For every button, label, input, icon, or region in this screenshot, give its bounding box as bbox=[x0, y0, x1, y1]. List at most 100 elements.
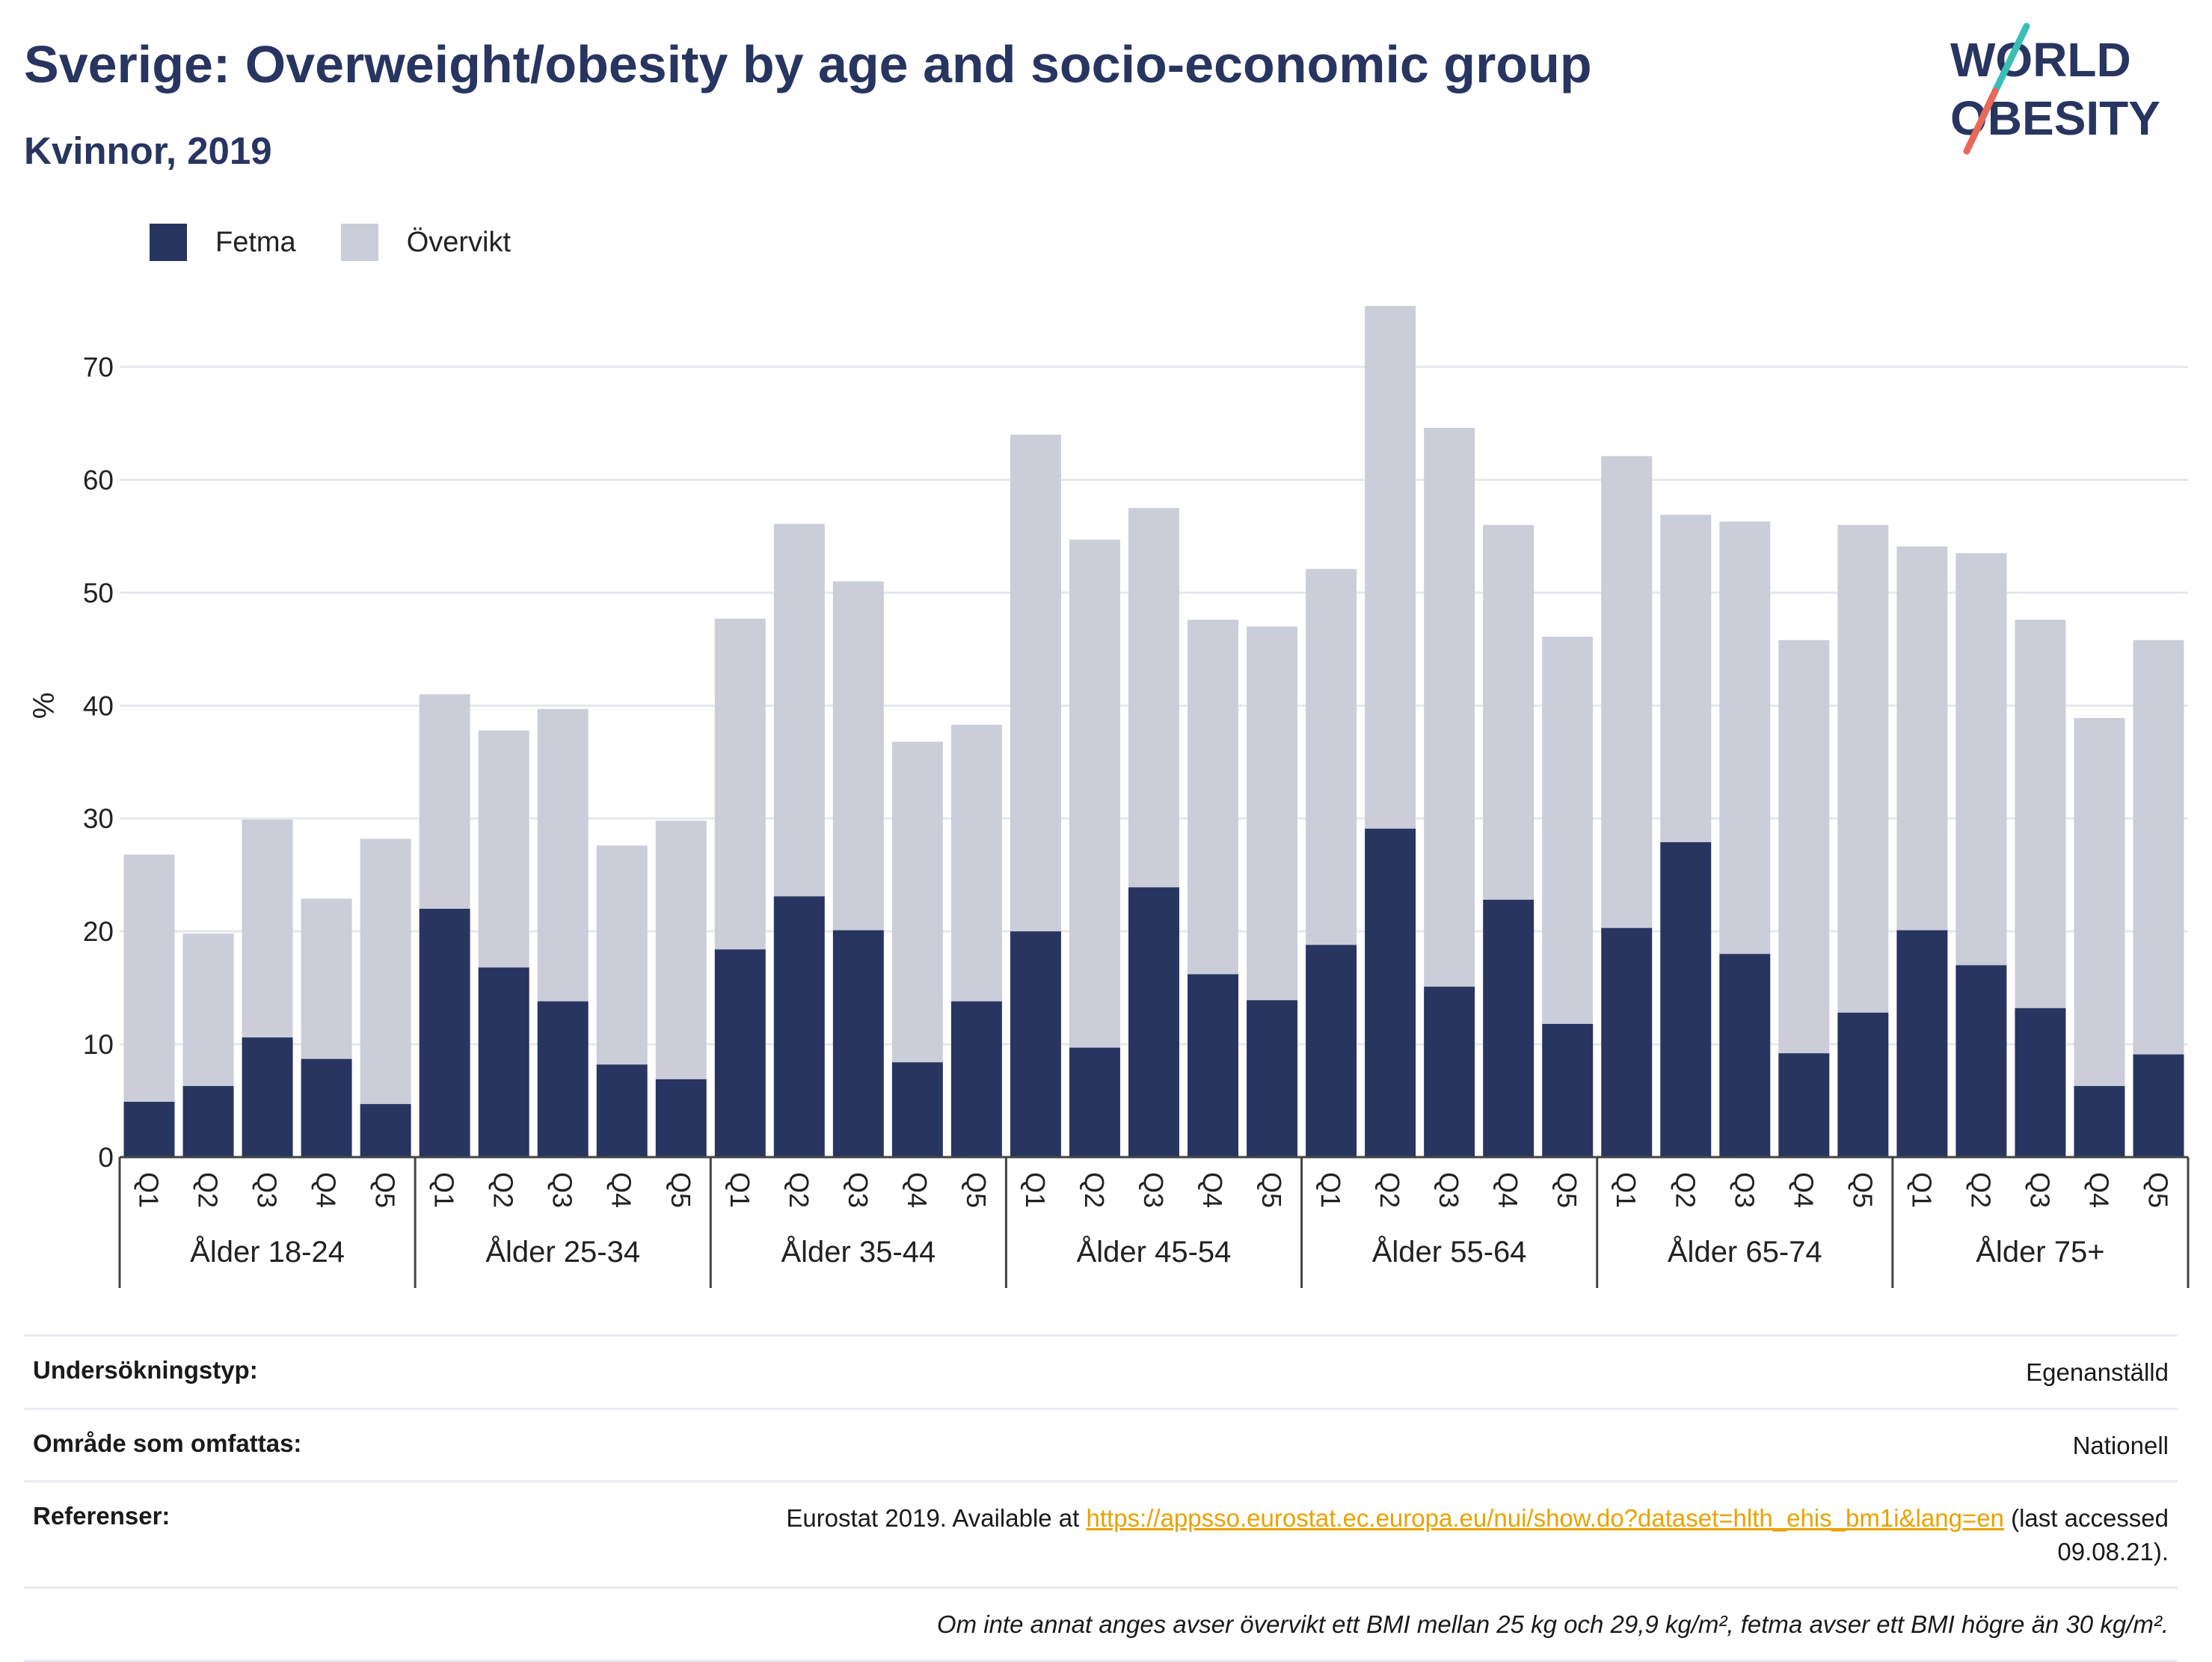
y-axis-label: % bbox=[28, 693, 61, 720]
bar-fetma bbox=[1424, 987, 1475, 1157]
group-label: Ålder 35-44 bbox=[781, 1235, 936, 1269]
meta-row-references: Referenser: Eurostat 2019. Available at … bbox=[24, 1480, 2178, 1586]
x-tick-label: Q5 bbox=[1552, 1172, 1582, 1208]
bar-fetma bbox=[832, 930, 884, 1157]
x-tick-label: Q3 bbox=[1138, 1172, 1169, 1208]
chart-title: Sverige: Overweight/obesity by age and s… bbox=[24, 35, 1592, 93]
x-tick-label: Q1 bbox=[429, 1172, 460, 1208]
meta-row-survey-type: Undersökningstyp: Egenanställd bbox=[24, 1334, 2178, 1408]
bar-fetma bbox=[1956, 965, 2007, 1157]
x-tick-label: Q4 bbox=[902, 1172, 933, 1208]
bar-fetma bbox=[1365, 828, 1416, 1157]
bar-overvikt bbox=[2015, 619, 2066, 1008]
legend-item-overvikt[interactable]: Övervikt bbox=[340, 224, 511, 261]
y-tick-label: 50 bbox=[83, 577, 114, 608]
bar-fetma bbox=[478, 967, 529, 1157]
world-obesity-logo: WORLD OBESITY bbox=[1950, 22, 2160, 155]
bar-overvikt bbox=[832, 581, 884, 930]
bar-chart: % 0 10 20 30 40 50 60 70 Q1 Q2 Q3 Q4 Q5 Ålder 18-24 Q1 Q… bbox=[28, 306, 2190, 1288]
bar-overvikt bbox=[950, 724, 1002, 1002]
y-tick-label: 10 bbox=[83, 1029, 114, 1060]
bar-overvikt bbox=[1306, 568, 1357, 945]
x-tick-label: Q3 bbox=[2024, 1172, 2055, 1208]
reference-prefix: Eurostat 2019. Available at bbox=[786, 1504, 1087, 1533]
y-tick-label: 30 bbox=[83, 803, 114, 834]
bar-fetma bbox=[360, 1104, 411, 1157]
bar-fetma bbox=[419, 908, 470, 1157]
logo-line1: WORLD bbox=[1950, 33, 2131, 87]
bar-fetma bbox=[1896, 930, 1948, 1157]
y-tick-label: 0 bbox=[98, 1142, 114, 1173]
reference-suffix: (last accessed 09.08.21). bbox=[2003, 1504, 2169, 1566]
bar-fetma bbox=[891, 1062, 943, 1157]
x-tick-label: Q5 bbox=[1847, 1172, 1878, 1208]
bar-fetma bbox=[2074, 1085, 2125, 1157]
meta-key-survey-type: Undersökningstyp: bbox=[33, 1356, 258, 1384]
bar-overvikt bbox=[1247, 626, 1298, 1001]
x-tick-label: Q1 bbox=[725, 1172, 755, 1208]
x-tick-label: Q2 bbox=[1374, 1172, 1405, 1208]
bar-overvikt bbox=[1365, 306, 1416, 829]
metadata-table: Undersökningstyp: Egenanställd Område so… bbox=[24, 1334, 2178, 1662]
group-label: Ålder 45-54 bbox=[1077, 1235, 1232, 1269]
x-tick-label: Q1 bbox=[134, 1172, 165, 1208]
bar-overvikt bbox=[1424, 428, 1475, 987]
legend-item-fetma[interactable]: Fetma bbox=[150, 224, 296, 261]
y-tick-label: 60 bbox=[83, 464, 114, 495]
y-tick-label: 20 bbox=[83, 916, 114, 947]
bar-fetma bbox=[1010, 931, 1061, 1157]
legend-swatch-overvikt bbox=[340, 224, 378, 261]
bar-overvikt bbox=[1128, 508, 1179, 888]
x-tick-label: Q2 bbox=[1965, 1172, 1996, 1208]
x-tick-label: Q3 bbox=[1729, 1172, 1760, 1208]
bar-overvikt bbox=[1896, 546, 1948, 930]
bar-fetma bbox=[123, 1102, 175, 1157]
bar-overvikt bbox=[1188, 619, 1239, 975]
y-tick-label: 40 bbox=[83, 690, 114, 721]
chart-subtitle: Kvinnor, 2019 bbox=[24, 129, 272, 172]
bar-fetma bbox=[773, 896, 825, 1157]
bar-overvikt bbox=[301, 898, 352, 1059]
x-tick-label: Q2 bbox=[784, 1172, 814, 1208]
x-tick-label: Q1 bbox=[1315, 1172, 1346, 1208]
bar-fetma bbox=[301, 1058, 352, 1157]
bar-overvikt bbox=[360, 838, 411, 1105]
bar-overvikt bbox=[714, 619, 766, 950]
bar-fetma bbox=[596, 1064, 648, 1157]
bar-fetma bbox=[1128, 887, 1179, 1157]
x-tick-label: Q5 bbox=[2142, 1172, 2173, 1208]
meta-row-note: Om inte annat anges avser övervikt ett B… bbox=[24, 1586, 2178, 1662]
bar-fetma bbox=[1837, 1012, 1889, 1157]
x-tick-label: Q1 bbox=[1906, 1172, 1937, 1208]
legend-label-fetma: Fetma bbox=[215, 226, 296, 258]
x-tick-label: Q3 bbox=[547, 1172, 578, 1208]
bar-overvikt bbox=[773, 524, 825, 897]
group-label: Ålder 75+ bbox=[1976, 1235, 2104, 1269]
bar-overvikt bbox=[2133, 640, 2184, 1055]
reference-link[interactable]: https://appsso.eurostat.ec.europa.eu/nui… bbox=[1086, 1504, 2004, 1533]
x-tick-label: Q4 bbox=[1788, 1172, 1819, 1208]
x-tick-label: Q5 bbox=[961, 1172, 992, 1208]
x-tick-label: Q5 bbox=[370, 1172, 401, 1208]
x-tick-label: Q2 bbox=[1079, 1172, 1110, 1208]
bar-fetma bbox=[655, 1079, 707, 1157]
x-tick-label: Q2 bbox=[193, 1172, 224, 1208]
bar-overvikt bbox=[1483, 524, 1534, 900]
bar-fetma bbox=[714, 949, 766, 1157]
bar-fetma bbox=[950, 1001, 1002, 1157]
meta-value-references: Eurostat 2019. Available at https://apps… bbox=[673, 1502, 2169, 1569]
bar-overvikt bbox=[1660, 515, 1712, 842]
meta-row-area: Område som omfattas: Nationell bbox=[24, 1407, 2178, 1481]
bar-fetma bbox=[1069, 1047, 1120, 1157]
legend: Fetma Övervikt bbox=[150, 223, 556, 262]
bar-fetma bbox=[182, 1085, 234, 1157]
bar-fetma bbox=[1306, 945, 1357, 1157]
bar-fetma bbox=[1601, 927, 1653, 1157]
bar-overvikt bbox=[419, 694, 470, 909]
meta-key-area: Område som omfattas: bbox=[33, 1429, 302, 1457]
x-tick-label: Q2 bbox=[488, 1172, 519, 1208]
x-tick-label: Q5 bbox=[1256, 1172, 1287, 1208]
bar-overvikt bbox=[182, 933, 234, 1086]
bar-fetma bbox=[2133, 1054, 2184, 1157]
x-tick-label: Q3 bbox=[1434, 1172, 1464, 1208]
